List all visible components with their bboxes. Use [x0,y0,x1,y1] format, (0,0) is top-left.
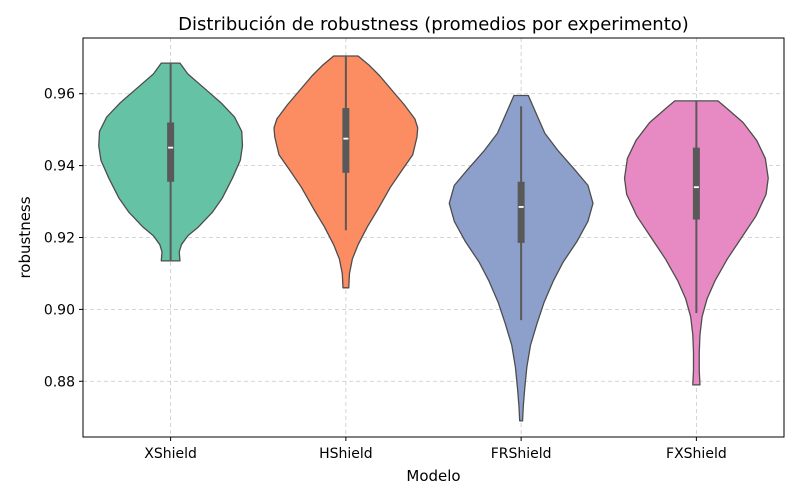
x-tick-label: XShield [144,446,197,462]
y-tick-label: 0.88 [44,374,75,390]
iqr-box [342,108,350,173]
y-tick-label: 0.96 [44,87,75,103]
y-tick-label: 0.94 [44,159,75,175]
y-axis-title: robustness [16,196,34,278]
iqr-box [692,147,700,220]
iqr-box [517,181,525,243]
x-tick-label: FRShield [491,446,552,462]
violins [98,55,769,422]
x-tick-label: FXShield [666,446,727,462]
x-axis-title: Modelo [406,467,460,485]
chart-title: Distribución de robustness (promedios po… [178,14,689,35]
y-tick-label: 0.90 [44,302,75,318]
axes: 0.88 0.90 0.92 0.94 0.96 XShield HShield FRShie… [44,87,727,462]
iqr-box [167,122,175,182]
x-tick-label: HShield [319,446,373,462]
y-tick-label: 0.92 [44,231,75,247]
